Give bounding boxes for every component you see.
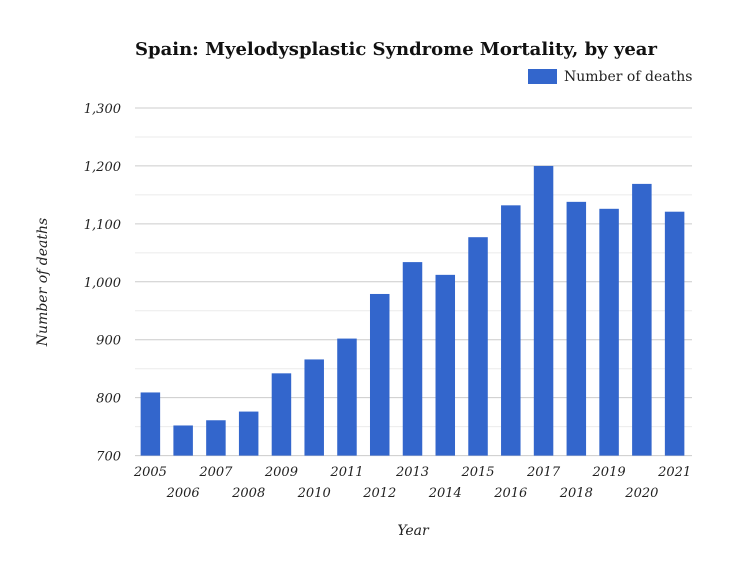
chart-title: Spain: Myelodysplastic Syndrome Mortalit… [135, 39, 657, 60]
bar-2017 [533, 165, 554, 456]
bar-2018 [566, 201, 587, 456]
x-tick-label: 2020 [624, 486, 658, 501]
y-tick-label: 1,300 [84, 102, 121, 117]
y-axis-label: Number of deaths [35, 218, 51, 347]
bar-2014 [435, 274, 456, 456]
bar-2019 [599, 208, 619, 456]
y-tick-label: 700 [96, 450, 121, 465]
x-tick-label: 2008 [231, 486, 265, 501]
x-tick-label: 2015 [460, 465, 494, 480]
bar-2021 [664, 211, 685, 456]
x-tick-label: 2012 [362, 486, 396, 501]
x-tick-label: 2019 [592, 465, 626, 480]
bar-2012 [369, 293, 390, 456]
x-tick-label: 2016 [493, 486, 527, 501]
x-tick-label: 2011 [329, 465, 363, 480]
x-axis-label: Year [397, 523, 430, 539]
y-tick-label: 1,200 [84, 160, 121, 175]
bar-2015 [468, 237, 488, 456]
x-tick-label: 2005 [133, 465, 167, 480]
bar-2007 [206, 420, 226, 456]
x-tick-label: 2013 [395, 465, 429, 480]
bar-2020 [632, 183, 652, 456]
bar-2011 [337, 338, 357, 456]
bar-2013 [402, 262, 423, 456]
x-tick-label: 2018 [559, 486, 593, 501]
x-tick-label: 2017 [526, 465, 561, 480]
y-tick-label: 800 [96, 392, 121, 407]
bar-2009 [271, 373, 292, 456]
x-tick-label: 2021 [657, 465, 691, 480]
legend-label: Number of deaths [564, 69, 692, 85]
x-tick-label: 2006 [166, 486, 200, 501]
x-tick-label: 2014 [428, 486, 462, 501]
y-tick-label: 1,000 [84, 276, 121, 291]
x-tick-label: 2010 [297, 486, 331, 501]
legend: Number of deaths [528, 69, 692, 85]
bar-2008 [238, 411, 259, 456]
legend-swatch [528, 69, 557, 84]
bar-2005 [140, 392, 161, 456]
bar-2006 [173, 425, 193, 456]
x-tick-label: 2007 [198, 465, 233, 480]
y-tick-label: 900 [96, 334, 121, 349]
bar-2016 [501, 205, 521, 456]
y-tick-label: 1,100 [84, 218, 121, 233]
bar-2010 [304, 359, 324, 456]
x-tick-label: 2009 [264, 465, 298, 480]
